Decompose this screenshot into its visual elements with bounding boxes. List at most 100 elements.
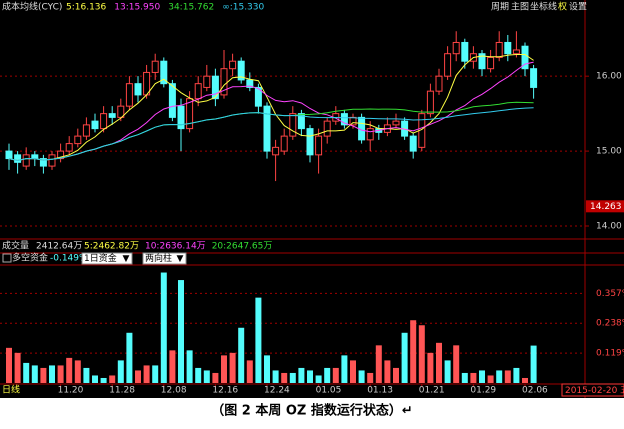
- bar: [504, 370, 511, 383]
- dropdown-arrow: ▼: [177, 254, 184, 264]
- bar: [203, 370, 210, 383]
- candle-body: [444, 53, 452, 77]
- background: [0, 0, 624, 398]
- x-tick-label: 12.16: [212, 386, 238, 396]
- y-tick-label: 16.00: [596, 72, 622, 82]
- bar: [109, 375, 116, 383]
- toolbar-button[interactable]: 权: [558, 1, 567, 13]
- bar: [350, 360, 356, 383]
- bar: [152, 365, 159, 383]
- volume-value: 2412.64万: [36, 242, 82, 252]
- dropdown[interactable]: [81, 252, 133, 265]
- caption: （图 2 本周 OZ 指数运行状态）↵: [211, 403, 413, 419]
- bar: [212, 372, 219, 383]
- bar: [238, 327, 245, 383]
- candle-body: [512, 49, 520, 55]
- candle-body: [186, 98, 194, 130]
- candle-body: [366, 128, 374, 141]
- bar: [444, 360, 451, 383]
- bar: [246, 360, 253, 383]
- candle-body: [229, 60, 237, 70]
- dropdown[interactable]: [142, 252, 187, 265]
- toolbar-button[interactable]: 周期: [491, 2, 509, 13]
- candle-body: [478, 53, 486, 70]
- candle-body: [392, 120, 400, 126]
- bar: [427, 352, 434, 383]
- candle-body: [280, 135, 288, 152]
- volume-ma-label: 5:2462.82万: [84, 242, 139, 252]
- candle-body: [487, 56, 495, 70]
- bar: [23, 362, 30, 383]
- bar: [264, 355, 270, 383]
- ma-label: 34:15.762: [168, 3, 214, 13]
- toolbar-button[interactable]: 坐标线: [530, 1, 557, 13]
- candle-body: [340, 113, 348, 126]
- x-tick-label: 01.29: [470, 386, 496, 396]
- bar: [324, 367, 331, 383]
- candle-body: [31, 154, 39, 160]
- bar: [31, 365, 38, 383]
- dropdown-label[interactable]: 1日资金: [84, 252, 117, 264]
- bar: [315, 375, 322, 383]
- candle-body: [349, 116, 357, 126]
- bar: [221, 355, 227, 383]
- bar: [281, 372, 288, 383]
- candle-body: [530, 68, 538, 88]
- candle-body: [168, 83, 176, 118]
- ma-label: ∞:15.330: [222, 3, 264, 13]
- candle-body: [74, 135, 82, 145]
- bar: [6, 347, 12, 383]
- ma-label: 5:16.136: [66, 3, 107, 13]
- period-label: 日线: [2, 384, 20, 396]
- dropdown-label[interactable]: 两向柱: [145, 252, 172, 264]
- price-marker-label: 14.263: [590, 202, 622, 212]
- candle-body: [134, 83, 142, 96]
- candle-body: [220, 68, 228, 96]
- candle-body: [22, 154, 30, 167]
- y-tick-label: 15.00: [596, 147, 622, 157]
- x-tick-label: 12.08: [161, 386, 187, 396]
- candle-body: [521, 45, 529, 70]
- candle-body: [263, 105, 271, 152]
- candle-body: [177, 105, 185, 130]
- bar: [358, 370, 365, 383]
- candle-body: [237, 60, 245, 81]
- candle-body: [272, 146, 280, 156]
- bar: [74, 360, 81, 383]
- candle-body: [91, 120, 99, 130]
- candle-body: [461, 41, 469, 62]
- bar: [384, 360, 391, 383]
- volume-label: 成交量: [2, 240, 29, 252]
- candle-body: [48, 154, 56, 167]
- bar: [496, 370, 503, 383]
- price-marker: [586, 200, 624, 213]
- bar: [14, 352, 21, 383]
- candle-body: [409, 135, 417, 152]
- flow-current: -0.149%: [50, 254, 88, 264]
- candle-body: [160, 60, 168, 85]
- bar: [143, 365, 150, 383]
- y-tick-label: 14.00: [596, 222, 622, 232]
- bar: [255, 297, 262, 383]
- candle-body: [495, 41, 503, 58]
- bar: [186, 350, 193, 383]
- flow-title: 多空资金: [12, 252, 48, 264]
- bar: [401, 332, 408, 383]
- candle-body: [5, 150, 13, 160]
- candle-body: [203, 75, 211, 88]
- bar: [49, 365, 55, 383]
- bar: [341, 355, 348, 383]
- bar: [298, 367, 305, 383]
- toolbar-button[interactable]: 主图: [511, 1, 529, 13]
- x-tick-label: 01.21: [419, 386, 445, 396]
- bar: [410, 320, 417, 383]
- candle-body: [65, 143, 73, 152]
- candle-body: [151, 60, 159, 73]
- toolbar-button[interactable]: 设置: [569, 2, 587, 13]
- candle-body: [435, 75, 443, 92]
- candle-body: [306, 128, 314, 156]
- candle-body: [125, 83, 133, 107]
- bar: [453, 345, 460, 383]
- candle-body: [254, 86, 262, 107]
- candle-body: [82, 124, 90, 137]
